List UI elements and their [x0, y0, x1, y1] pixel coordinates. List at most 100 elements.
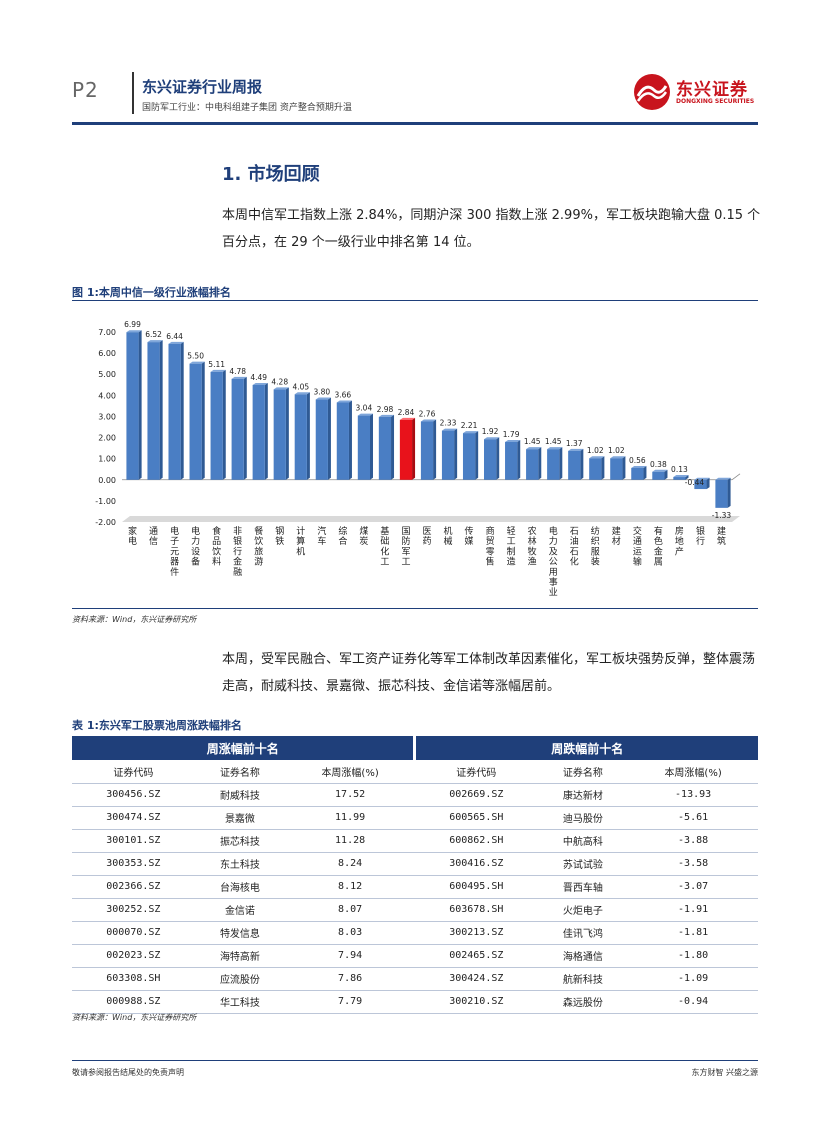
bar — [589, 458, 602, 480]
y-tick-label: 7.00 — [98, 328, 116, 337]
bar-top — [273, 387, 289, 390]
bar — [484, 439, 497, 480]
bar-value-label: 1.02 — [587, 446, 604, 455]
security-name: 东土科技 — [194, 852, 286, 876]
security-code: 002366.SZ — [72, 875, 195, 899]
bar — [273, 389, 286, 480]
weekly-change: -1.09 — [628, 967, 758, 991]
bar — [231, 378, 244, 480]
bar-top — [652, 469, 668, 472]
weekly-summary-paragraph: 本周，受军民融合、军工资产证券化等军工体制改革因素催化，军工板块强势反弹，整体震… — [222, 652, 756, 694]
weekly-change: 8.12 — [285, 875, 415, 899]
bar — [547, 449, 560, 480]
bar — [378, 416, 392, 480]
bar — [420, 421, 434, 480]
bar-value-label: 6.44 — [166, 332, 183, 341]
table-row: 300101.SZ 振芯科技 11.28 600862.SH 中航高科 -3.88 — [72, 829, 758, 853]
bar-side — [622, 456, 626, 480]
table-row: 002023.SZ 海特高新 7.94 002465.SZ 海格通信 -1.80 — [72, 944, 758, 968]
bar-value-label: 5.11 — [208, 360, 225, 369]
security-name: 航新科技 — [537, 967, 629, 991]
figure-title: 图 1:本周中信一级行业涨幅排名 — [72, 286, 231, 299]
bar-side — [201, 361, 205, 480]
security-code: 300424.SZ — [414, 967, 538, 991]
security-code: 600495.SH — [414, 875, 538, 899]
bar-value-label: 3.66 — [335, 391, 352, 400]
bar-side — [727, 477, 731, 508]
y-tick-label: 0.00 — [98, 476, 116, 485]
bar-side — [664, 469, 668, 480]
security-name: 苏试试验 — [537, 852, 629, 876]
bar-side — [306, 392, 310, 480]
bar-value-label: 2.98 — [377, 405, 394, 414]
security-name: 应流股份 — [194, 967, 286, 991]
y-tick-label: 3.00 — [98, 412, 116, 421]
bar — [147, 342, 160, 480]
bar-top — [526, 447, 542, 450]
weekly-change: 11.99 — [285, 806, 415, 830]
bar — [610, 458, 623, 480]
security-code: 300213.SZ — [414, 921, 538, 945]
figure-top-rule — [72, 300, 758, 301]
bar-top — [252, 382, 268, 385]
table-row: 300456.SZ 耐威科技 17.52 002669.SZ 康达新材 -13.93 — [72, 783, 758, 807]
bar-value-label: -0.44 — [685, 478, 705, 487]
security-name: 火炬电子 — [537, 898, 629, 922]
bar-side — [496, 437, 500, 480]
column-header: 证券代码 — [72, 760, 195, 784]
bar — [441, 430, 455, 480]
zero-axis-depth — [731, 473, 741, 481]
category-label: 商贸零售 — [486, 525, 495, 568]
bar-top — [589, 456, 605, 459]
security-name: 华工科技 — [194, 990, 286, 1014]
weekly-change: 17.52 — [285, 783, 415, 807]
bar-top — [420, 419, 437, 422]
category-label: 汽车 — [317, 525, 326, 547]
weekly-change: 11.28 — [285, 829, 415, 853]
logo-emblem-icon — [634, 74, 670, 110]
weekly-change: 8.07 — [285, 898, 415, 922]
security-name: 佳讯飞鸿 — [537, 921, 629, 945]
figure-source: 资料来源：Wind，东兴证券研究所 — [72, 615, 197, 624]
bar-top — [357, 413, 373, 416]
category-label: 餐饮旅游 — [254, 525, 263, 568]
security-name: 台海核电 — [194, 875, 286, 899]
column-header: 本周涨幅(%) — [285, 760, 415, 784]
bar-side — [559, 447, 563, 480]
bar — [210, 371, 223, 480]
bar-value-label: 1.37 — [566, 439, 583, 448]
bar-side — [685, 475, 689, 480]
bar — [673, 477, 686, 480]
category-label: 建材 — [612, 525, 621, 547]
bar-side — [538, 447, 542, 480]
bar-top — [610, 456, 626, 459]
bar-value-label: 4.49 — [250, 373, 267, 382]
bar-side — [391, 414, 395, 480]
category-label: 石油石化 — [570, 527, 579, 568]
bar-value-label: 6.99 — [124, 320, 141, 329]
bar-value-label: 1.02 — [608, 446, 625, 455]
category-label: 纺织服装 — [591, 525, 600, 568]
bar — [652, 471, 665, 480]
bar-value-label: 3.04 — [356, 404, 373, 413]
chart-floor — [122, 516, 740, 522]
security-name: 耐威科技 — [194, 783, 286, 807]
bar-value-label: 1.45 — [545, 437, 562, 446]
weekly-change: 8.03 — [285, 921, 415, 945]
category-label: 钢铁 — [275, 525, 284, 547]
category-label: 煤炭 — [359, 525, 368, 547]
bar-top — [378, 414, 395, 417]
report-subtitle: 国防军工行业：中电科组建子集团 资产整合预期升温 — [142, 103, 352, 113]
bar-side — [475, 431, 479, 480]
bar-side — [159, 340, 163, 480]
security-code: 300252.SZ — [72, 898, 195, 922]
bar-side — [285, 387, 289, 480]
category-label: 银行 — [696, 525, 705, 547]
bar — [336, 402, 349, 480]
bar-value-label: 0.38 — [650, 460, 667, 469]
bar-top — [231, 376, 247, 379]
bar-top — [631, 465, 647, 468]
security-name: 景嘉微 — [194, 806, 286, 830]
bar — [462, 433, 476, 480]
y-tick-label: 4.00 — [98, 391, 116, 400]
